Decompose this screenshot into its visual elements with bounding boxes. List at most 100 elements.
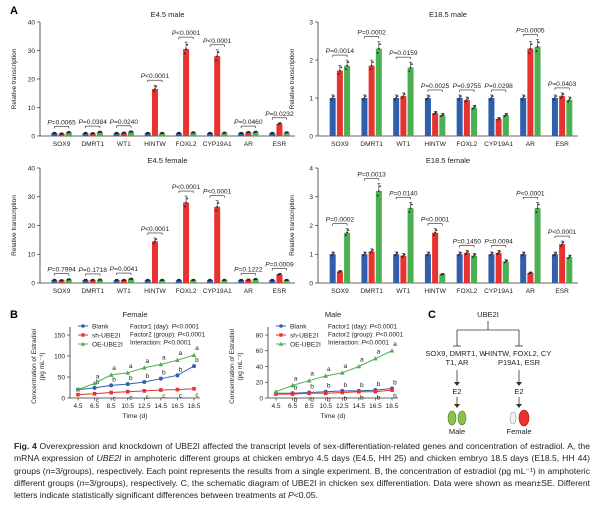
data-point [504, 114, 507, 116]
bar [566, 257, 573, 283]
p-value-label: P=0.0298 [484, 83, 513, 90]
y-tick-label: 0 [309, 280, 313, 287]
sig-letter: c [129, 395, 133, 402]
data-point [403, 253, 406, 256]
data-point [116, 132, 119, 134]
sig-letter: a [310, 371, 314, 378]
bar [407, 208, 414, 283]
bar [375, 191, 382, 283]
bar [495, 118, 502, 136]
chart-title: E4.5 female [147, 156, 187, 165]
bar [432, 113, 439, 136]
data-point [92, 385, 97, 390]
diagram-left-e2: E2 [452, 387, 461, 396]
chart-title: Female [122, 310, 147, 319]
bar [527, 272, 534, 283]
diagram-right-genes: HINTW, FOXL2, CY P19A1, ESR [485, 349, 554, 367]
sig-letter: a [162, 354, 166, 361]
bar [439, 274, 446, 283]
sig-letter: b [327, 396, 331, 403]
y-tick-label: 3 [309, 19, 313, 26]
bar [502, 115, 509, 136]
data-point [100, 130, 102, 133]
data-point [193, 131, 196, 134]
data-point [491, 251, 494, 254]
diagram-root: UBE2I [477, 310, 499, 319]
y-tick-label: 2 [309, 223, 313, 230]
p-value-label: P<0.0001 [141, 73, 170, 80]
data-point [370, 250, 373, 253]
p-value-label: P<0.0001 [421, 217, 450, 224]
data-point [560, 97, 562, 99]
data-point [183, 205, 186, 208]
diagram-right-arrow1-head [516, 382, 522, 386]
p-value-label: P=0.0232 [265, 111, 294, 118]
bar [344, 65, 351, 136]
chart-title: E4.5 male [151, 10, 185, 19]
p-value-label: P=0.0094 [484, 238, 513, 245]
data-point [363, 253, 366, 256]
series-line [276, 389, 393, 395]
sig-letter: c [112, 396, 116, 403]
p-value-label: P=0.0140 [389, 190, 418, 197]
sig-letter: b [294, 384, 298, 391]
x-tick-label: WT1 [117, 141, 131, 148]
bar [120, 132, 127, 136]
y-axis-label: Relative transcription [289, 48, 296, 109]
data-point [473, 254, 475, 257]
y-tick-label: 20 [28, 76, 36, 83]
legend-stat: Interaction: P<0.0001 [328, 339, 389, 346]
data-point [61, 132, 64, 135]
sig-letter: a [327, 366, 331, 373]
data-point [409, 207, 412, 210]
legend-marker [279, 333, 283, 337]
bar [329, 254, 336, 283]
p-value-label: P<0.0001 [141, 226, 170, 233]
data-point [307, 391, 311, 396]
caption-text-2: in amphoteric different groups at chicke… [14, 453, 591, 476]
p-value-label: P<0.0001 [203, 38, 232, 45]
bar [238, 280, 245, 283]
data-point [506, 259, 508, 262]
bar [471, 255, 478, 283]
x-tick-label: 18.5 [188, 403, 201, 410]
data-point [459, 251, 462, 254]
p-value-label: P<0.0001 [516, 190, 545, 197]
bar [252, 279, 259, 283]
sig-letter: b [360, 395, 364, 402]
data-point [339, 370, 345, 375]
y-tick-label: 30 [28, 48, 36, 55]
x-tick-label: ESR [273, 141, 287, 148]
p-value-label: P=0.0240 [110, 119, 139, 126]
y-tick-label: 20 [256, 380, 264, 387]
data-point [568, 99, 571, 101]
legend-label: OE-UBE2I [92, 341, 123, 348]
y-tick-label: 20 [28, 223, 36, 230]
x-tick-label: DMRT1 [81, 141, 104, 148]
x-tick-label: FOXL2 [456, 141, 477, 148]
data-point [569, 254, 572, 257]
bar [361, 98, 368, 136]
data-point [116, 279, 119, 281]
bar [58, 133, 65, 136]
x-tick-label: ESR [555, 141, 569, 148]
legend-marker [81, 333, 85, 337]
data-point [54, 132, 57, 134]
data-point [504, 260, 507, 263]
data-point [175, 373, 180, 378]
caption-n2-italic: n [79, 477, 85, 488]
y-tick-label: 0 [309, 133, 313, 140]
data-point [286, 279, 289, 281]
bar [527, 48, 534, 136]
data-point [459, 95, 462, 97]
data-point [274, 392, 278, 396]
data-point [175, 387, 180, 392]
p-value-label: P=0.9755 [453, 83, 482, 90]
x-tick-label: 18.5 [386, 403, 399, 410]
bar [159, 133, 166, 136]
data-point [340, 270, 342, 272]
data-point [215, 59, 217, 62]
data-point [474, 105, 477, 107]
data-point [162, 279, 165, 281]
bar [58, 280, 65, 283]
